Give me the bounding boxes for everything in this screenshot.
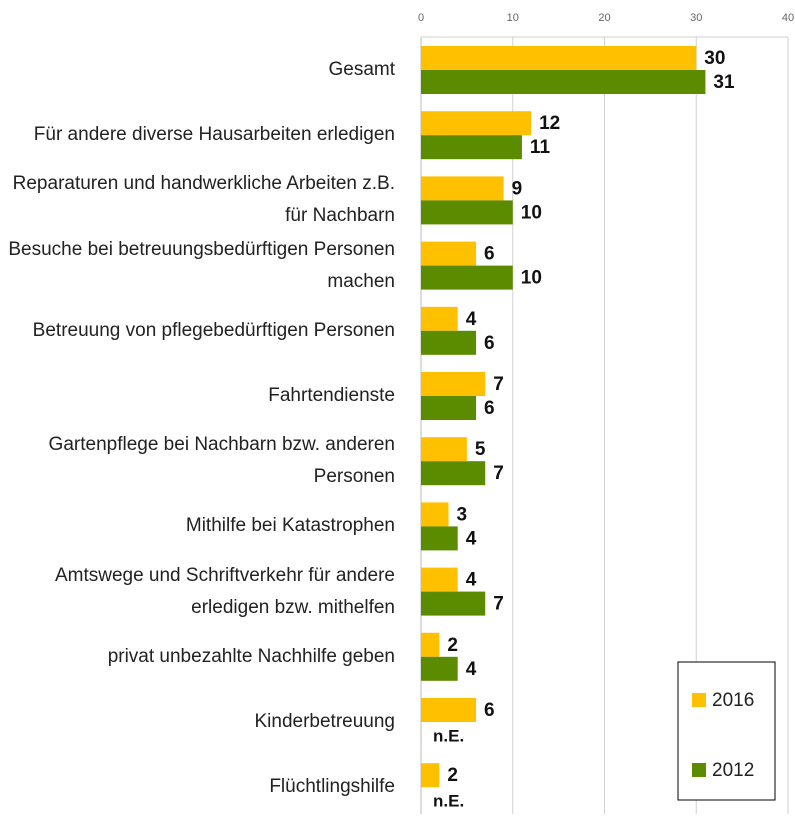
category-text: Fahrtendienste — [268, 385, 395, 406]
category-text: Mithilfe bei Katastrophen — [185, 515, 395, 537]
value-label: 31 — [713, 72, 735, 93]
value-label: 6 — [484, 700, 495, 721]
category-text: Besuche bei betreuungsbedürftigen Person… — [8, 238, 395, 292]
category-label: Betreuung von pflegebedürftigen Personen — [0, 298, 395, 363]
bar — [421, 265, 513, 290]
category-label: Flüchtlingshilfe — [0, 755, 395, 820]
category-label: Fahrtendienste — [0, 364, 395, 429]
bar — [421, 70, 706, 94]
x-tick-label: 20 — [598, 12, 610, 24]
x-tick-label: 0 — [418, 12, 424, 24]
bar — [421, 567, 458, 592]
value-label: 4 — [466, 570, 477, 591]
value-label: n.E. — [433, 792, 464, 811]
category-label: Gartenpflege bei Nachbarn bzw. anderen P… — [0, 429, 395, 494]
category-text: Betreuung von pflegebedürftigen Personen — [32, 319, 395, 341]
value-label: 11 — [530, 137, 551, 158]
category-label: Kinderbetreuung — [0, 690, 396, 755]
bar — [421, 437, 467, 462]
value-label: 4 — [466, 659, 477, 680]
category-label: Reparaturen und handwerkliche Arbeiten z… — [0, 168, 395, 233]
category-text: Amtswege und Schriftverkehr für andere e… — [54, 564, 395, 618]
bar — [421, 698, 477, 722]
value-label: 10 — [521, 202, 542, 223]
x-tick-label: 30 — [690, 12, 702, 24]
value-label: 12 — [539, 113, 560, 134]
category-label: Besuche bei betreuungsbedürftigen Person… — [0, 233, 395, 298]
bar — [421, 111, 532, 136]
value-label: 5 — [475, 439, 486, 460]
category-text: Für andere diverse Hausarbeiten erledige… — [33, 124, 395, 146]
x-tick-label: 10 — [507, 12, 519, 24]
value-label: 4 — [466, 528, 477, 549]
value-label: 7 — [493, 374, 504, 395]
value-label: 6 — [484, 333, 495, 354]
value-label: 6 — [484, 398, 495, 419]
value-label: n.E. — [433, 726, 464, 745]
legend-label: 2012 — [712, 760, 754, 781]
category-text: Reparaturen und handwerkliche Arbeiten z… — [12, 173, 395, 227]
category-text: privat unbezahlte Nachhilfe geben — [107, 645, 395, 667]
category-text: Gesamt — [328, 59, 395, 80]
bar — [421, 306, 458, 331]
bar — [421, 526, 458, 551]
bar — [421, 372, 486, 396]
category-label: Gesamt — [0, 38, 395, 103]
bar — [421, 461, 486, 486]
value-label: 7 — [493, 594, 504, 615]
value-label: 2 — [447, 765, 458, 786]
bar — [421, 656, 458, 681]
bar — [421, 502, 449, 527]
legend-label: 2016 — [712, 690, 754, 711]
category-label: Amtswege und Schriftverkehr für andere e… — [0, 559, 395, 624]
legend-swatch — [692, 763, 706, 777]
category-text: Flüchtlingshilfe — [269, 776, 395, 798]
bar — [421, 46, 697, 70]
bar — [421, 176, 504, 201]
value-label: 30 — [704, 48, 725, 69]
bar — [421, 591, 486, 616]
x-tick-label: 40 — [782, 12, 794, 24]
value-label: 7 — [493, 463, 504, 484]
bar — [421, 632, 440, 657]
value-label: 6 — [484, 244, 495, 265]
category-label: Mithilfe bei Katastrophen — [0, 494, 395, 559]
value-label: 10 — [521, 268, 542, 289]
bar — [421, 763, 440, 788]
category-label: Für andere diverse Hausarbeiten erledige… — [0, 103, 395, 168]
value-label: 3 — [457, 504, 468, 525]
bar — [421, 396, 477, 420]
category-text: Gartenpflege bei Nachbarn bzw. anderen P… — [48, 434, 395, 488]
bar — [421, 241, 477, 266]
category-label: privat unbezahlte Nachhilfe geben — [0, 624, 395, 689]
value-label: 9 — [512, 178, 523, 199]
value-label: 4 — [466, 309, 477, 330]
bar — [421, 330, 477, 355]
legend: 2016 2012 — [677, 661, 776, 801]
value-label: 2 — [447, 635, 458, 656]
bar — [421, 135, 522, 160]
category-text: Kinderbetreuung — [254, 711, 396, 732]
legend-swatch — [692, 693, 706, 707]
bar — [421, 200, 513, 225]
